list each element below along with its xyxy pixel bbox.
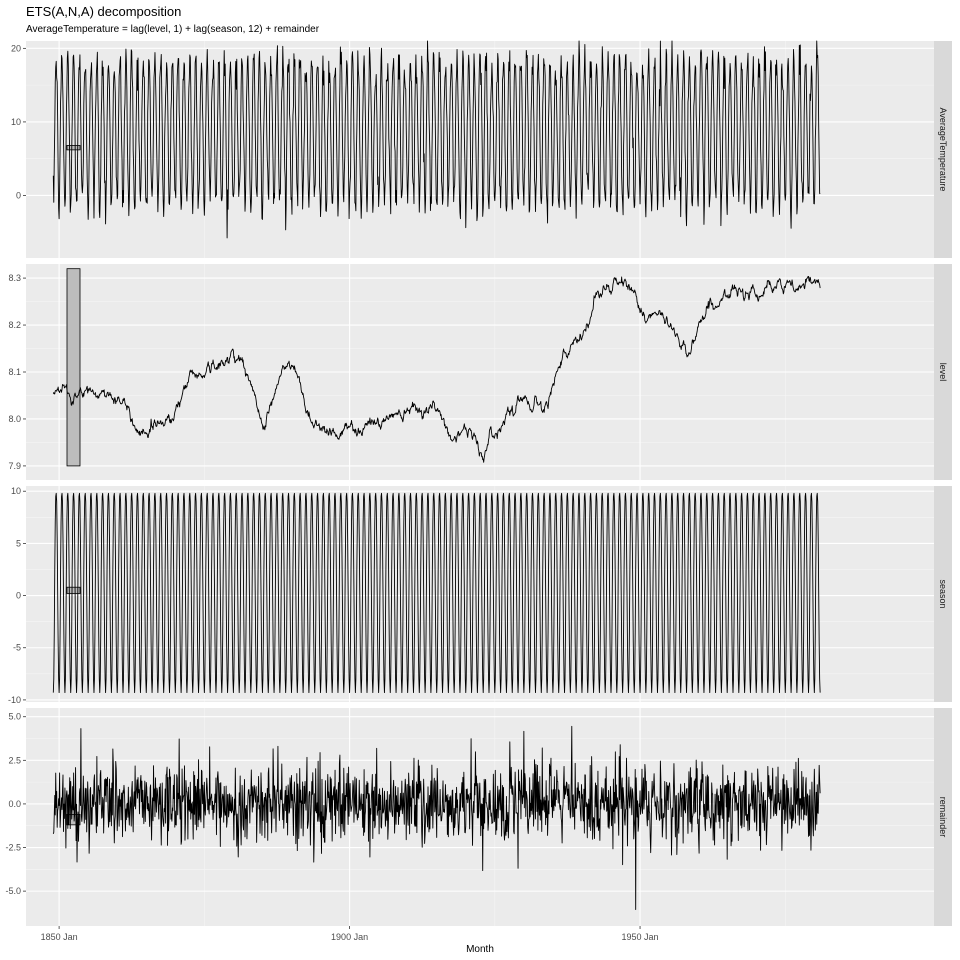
y-tick-label: -5.0 xyxy=(5,886,21,896)
y-tick-label: -2.5 xyxy=(5,843,21,853)
panel-season: -10 -5 0 5 10 season xyxy=(8,486,952,705)
panel-averagetemperature: 0 10 20 AverageTemperature xyxy=(11,40,952,258)
x-tick-label: 1900 Jan xyxy=(331,932,368,942)
y-tick-label: 8.2 xyxy=(8,320,21,330)
x-axis-title: Month xyxy=(466,944,494,955)
facet-strip-label: level xyxy=(938,363,948,382)
facet-strip-label: remainder xyxy=(938,797,948,838)
y-tick-label: -10 xyxy=(8,695,21,705)
series-line-remainder xyxy=(52,725,821,910)
facet-strip xyxy=(934,708,952,926)
facet-strip-label: season xyxy=(938,579,948,608)
facet-strip xyxy=(934,264,952,480)
x-tick-label: 1950 Jan xyxy=(622,932,659,942)
y-tick-label: 5 xyxy=(16,538,21,548)
y-tick-label: 8.1 xyxy=(8,367,21,377)
panel-level: 7.9 8.0 8.1 8.2 8.3 level xyxy=(8,264,952,480)
y-tick-label: 5.0 xyxy=(8,712,21,722)
facet-strip xyxy=(934,41,952,258)
scale-bar xyxy=(66,586,81,594)
x-axis: 1850 Jan 1900 Jan 1950 Jan xyxy=(41,926,659,942)
y-tick-label: 8.3 xyxy=(8,273,21,283)
series-line-season xyxy=(52,492,821,694)
x-tick-label: 1850 Jan xyxy=(41,932,78,942)
chart-title: ETS(A,N,A) decomposition xyxy=(26,4,182,19)
y-tick-label: 2.5 xyxy=(8,755,21,765)
y-tick-label: 0 xyxy=(16,190,21,200)
series-line-level xyxy=(52,275,821,463)
y-tick-label: 0.0 xyxy=(8,799,21,809)
panel-background xyxy=(26,708,934,926)
y-tick-label: 10 xyxy=(11,117,21,127)
y-tick-label: 20 xyxy=(11,43,21,53)
chart-panels: 0 10 20 AverageTemperature 7.9 8.0 8.1 8.2 8.3 le… xyxy=(5,40,952,926)
panel-remainder: -5.0 -2.5 0.0 2.5 5.0 remainder xyxy=(5,708,952,926)
y-tick-label: 10 xyxy=(11,486,21,496)
series-line-averagetemperature xyxy=(52,40,821,239)
scale-bar xyxy=(66,145,81,151)
facet-strip xyxy=(934,486,952,702)
scale-bar xyxy=(66,813,81,826)
chart-subtitle: AverageTemperature = lag(level, 1) + lag… xyxy=(26,24,320,35)
scale-bar xyxy=(66,268,81,467)
y-tick-label: -5 xyxy=(13,643,21,653)
facet-strip-label: AverageTemperature xyxy=(938,108,948,192)
y-tick-label: 8.0 xyxy=(8,414,21,424)
y-tick-label: 7.9 xyxy=(8,461,21,471)
y-tick-label: 0 xyxy=(16,591,21,601)
